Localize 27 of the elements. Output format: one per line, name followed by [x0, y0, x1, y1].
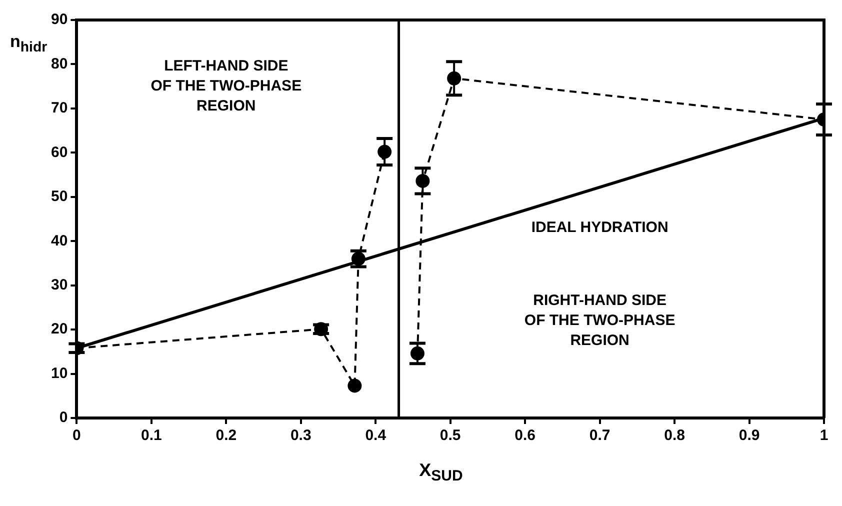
- y-tick-label: 0: [59, 409, 68, 426]
- y-tick-label: 90: [50, 11, 68, 28]
- y-axis-title: n$_{hidr}$: [10, 32, 48, 56]
- x-tick-label: 0: [72, 427, 81, 444]
- y-tick-label: 40: [50, 232, 68, 250]
- x-tick-label: 0.3: [290, 427, 312, 444]
- y-tick-label: 60: [50, 144, 68, 161]
- x-tick-label: 0.6: [514, 427, 536, 444]
- point: [348, 378, 362, 393]
- y-tick-label: 30: [50, 276, 68, 294]
- x-tick-label: 1: [820, 427, 828, 444]
- annotation: IDEAL HYDRATION: [531, 218, 668, 236]
- y-tick-label: 70: [50, 100, 68, 117]
- annotation: LEFT-HAND SIDE OF THE TWO-PHASE REGION: [150, 57, 302, 114]
- annotation: RIGHT-HAND SIDE OF THE TWO-PHASE REGION: [524, 292, 676, 349]
- y-tick-label: 80: [50, 55, 68, 72]
- x-tick-label: 0.4: [365, 427, 387, 444]
- x-tick-label: 0.9: [738, 427, 760, 444]
- x-tick-label: 0.5: [440, 427, 461, 444]
- x-tick-label: 0.2: [216, 427, 237, 444]
- x-tick-label: 0.8: [664, 427, 685, 444]
- x-tick-label: 0.7: [589, 427, 610, 444]
- x-tick-label: 0.1: [140, 427, 162, 444]
- x-axis-title: X$_{SUD}$: [418, 460, 464, 485]
- y-tick-label: 20: [50, 320, 68, 338]
- y-tick-label: 10: [50, 364, 68, 382]
- y-tick-label: 50: [50, 188, 68, 206]
